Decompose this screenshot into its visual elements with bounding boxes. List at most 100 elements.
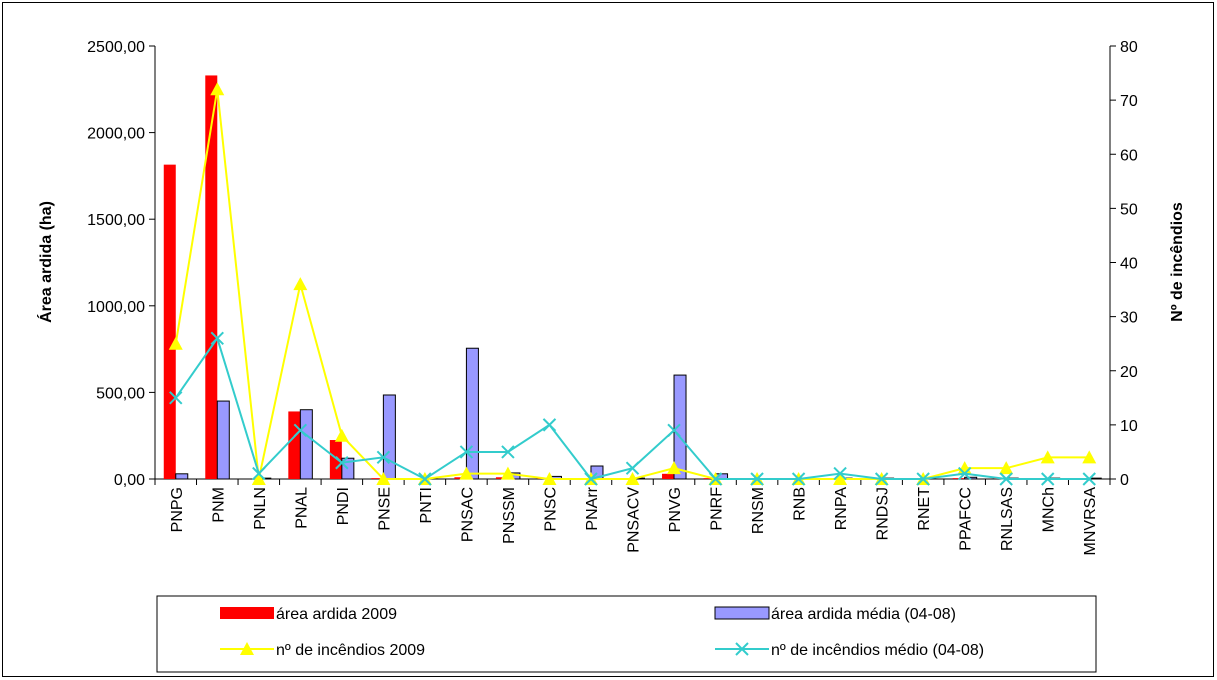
point-incendios-medio	[999, 472, 1013, 486]
point-incendios-medio	[708, 472, 723, 486]
bar-area-media	[382, 394, 396, 480]
point-incendios-2009	[459, 466, 474, 480]
point-incendios-medio	[750, 472, 764, 486]
bar-area-2009	[329, 440, 342, 479]
point-incendios-medio	[501, 445, 515, 459]
x-tick-label: PNPG	[169, 487, 186, 532]
x-tick-label: PNArr	[584, 486, 601, 530]
legend-label: área ardida 2009	[276, 606, 397, 623]
right-tick-label: 20	[1120, 364, 1138, 381]
x-tick-label: RNSM	[750, 487, 767, 534]
point-incendios-medio	[584, 472, 598, 486]
x-tick-label: PNSACV	[626, 487, 643, 553]
x-tick-label: PNSC	[542, 487, 559, 531]
legend-box	[156, 595, 1097, 673]
bar-area-2009	[163, 164, 176, 479]
bar-area-media	[299, 409, 313, 480]
x-tick-label: PNTI	[418, 487, 435, 523]
bar-area-media	[175, 473, 189, 480]
point-incendios-2009	[542, 472, 557, 485]
point-incendios-medio	[957, 466, 972, 481]
point-incendios-2009	[251, 472, 266, 485]
legend: área ardida 2009 área ardida média (04-08…	[156, 595, 1097, 673]
y-axis-title: Área ardida (ha)	[36, 201, 55, 323]
legend-swatch	[714, 606, 770, 620]
x-tick-label: PNVG	[667, 487, 684, 532]
right-tick-label: 70	[1120, 93, 1138, 110]
legend-swatch	[220, 607, 274, 619]
bar-area-2009	[371, 478, 384, 479]
legend-marker	[735, 642, 749, 656]
x-tick-label: PNSAC	[459, 487, 476, 542]
point-incendios-medio	[418, 472, 432, 486]
x-tick-label: PNRF	[709, 487, 726, 531]
point-incendios-medio	[874, 472, 889, 486]
x-tick-label: RNB	[792, 487, 809, 521]
point-incendios-medio	[625, 461, 640, 475]
x-tick-label: PNAL	[293, 487, 310, 529]
right-tick-label: 0	[1120, 472, 1129, 489]
legend-label: área ardida média (04-08)	[771, 606, 956, 623]
point-incendios-2009	[1040, 450, 1055, 464]
x-tick-label: PNM	[210, 487, 227, 523]
point-incendios-2009	[1082, 450, 1097, 464]
point-incendios-medio	[833, 466, 847, 481]
x-tick-label: PPAFCC	[958, 487, 975, 551]
right-tick-label: 50	[1120, 201, 1138, 218]
point-incendios-medio	[1041, 472, 1055, 486]
bar-area-media	[673, 374, 687, 480]
right-tick-label: 30	[1120, 310, 1138, 327]
bar-area-media	[216, 400, 230, 480]
legend-label: nº de incêndios médio (04-08)	[771, 642, 984, 659]
bar-area-2009	[205, 75, 218, 479]
bar-area-media	[465, 347, 479, 480]
left-tick-label: 0,00	[114, 472, 145, 489]
bar-area-2009	[662, 473, 675, 479]
left-tick-label: 2000,00	[87, 126, 145, 143]
point-incendios-medio	[1082, 472, 1096, 486]
x-tick-label: PNDI	[335, 487, 352, 525]
y2-axis-title: Nº de incêndios	[1169, 202, 1186, 322]
lines-layer	[168, 82, 1097, 486]
right-tick-label: 10	[1120, 418, 1138, 435]
left-tick-label: 2500,00	[87, 39, 145, 56]
x-tick-label: MNCh	[1041, 487, 1058, 532]
right-tick-label: 60	[1120, 147, 1138, 164]
point-incendios-2009	[500, 466, 515, 480]
point-incendios-2009	[376, 472, 391, 485]
x-tick-label: PNSSM	[501, 487, 518, 544]
x-axis: PNPG PNM PNLN PNAL PNDI PNSE PNTI PNSAC PNSSM PNS…	[154, 478, 1111, 555]
point-incendios-medio	[542, 418, 557, 432]
point-incendios-2009	[334, 428, 349, 442]
legend-marker	[240, 642, 254, 655]
point-incendios-medio	[791, 472, 806, 486]
right-axis: 0 10 20 30 40 50 60 70 80	[1109, 39, 1138, 489]
point-incendios-2009	[168, 336, 183, 350]
point-incendios-medio	[210, 331, 224, 345]
x-tick-label: RNPA	[833, 487, 850, 531]
point-incendios-2009	[999, 461, 1014, 475]
left-tick-label: 1500,00	[87, 212, 145, 229]
x-tick-label: RNET	[916, 487, 933, 531]
point-incendios-medio	[252, 466, 266, 481]
point-incendios-2009	[210, 82, 225, 96]
point-incendios-2009	[625, 472, 640, 485]
bar-area-2009	[703, 478, 716, 479]
point-incendios-medio	[293, 423, 308, 437]
left-axis: 0,00 500,00 1000,00 1500,00 2000,00 2500,00	[87, 39, 156, 489]
point-incendios-medio	[667, 423, 681, 437]
point-incendios-medio	[916, 472, 930, 486]
point-incendios-2009	[293, 277, 308, 291]
left-tick-label: 500,00	[96, 385, 145, 402]
x-tick-label: PNLN	[252, 487, 269, 530]
right-tick-label: 40	[1120, 256, 1138, 273]
legend-label: nº de incêndios 2009	[276, 642, 425, 659]
bar-area-2009	[288, 411, 301, 479]
point-incendios-medio	[376, 450, 391, 465]
x-tick-label: PNSE	[376, 487, 393, 531]
left-tick-label: 1000,00	[87, 299, 145, 316]
x-tick-label: RNLSAS	[999, 487, 1016, 551]
point-incendios-2009	[667, 461, 682, 475]
